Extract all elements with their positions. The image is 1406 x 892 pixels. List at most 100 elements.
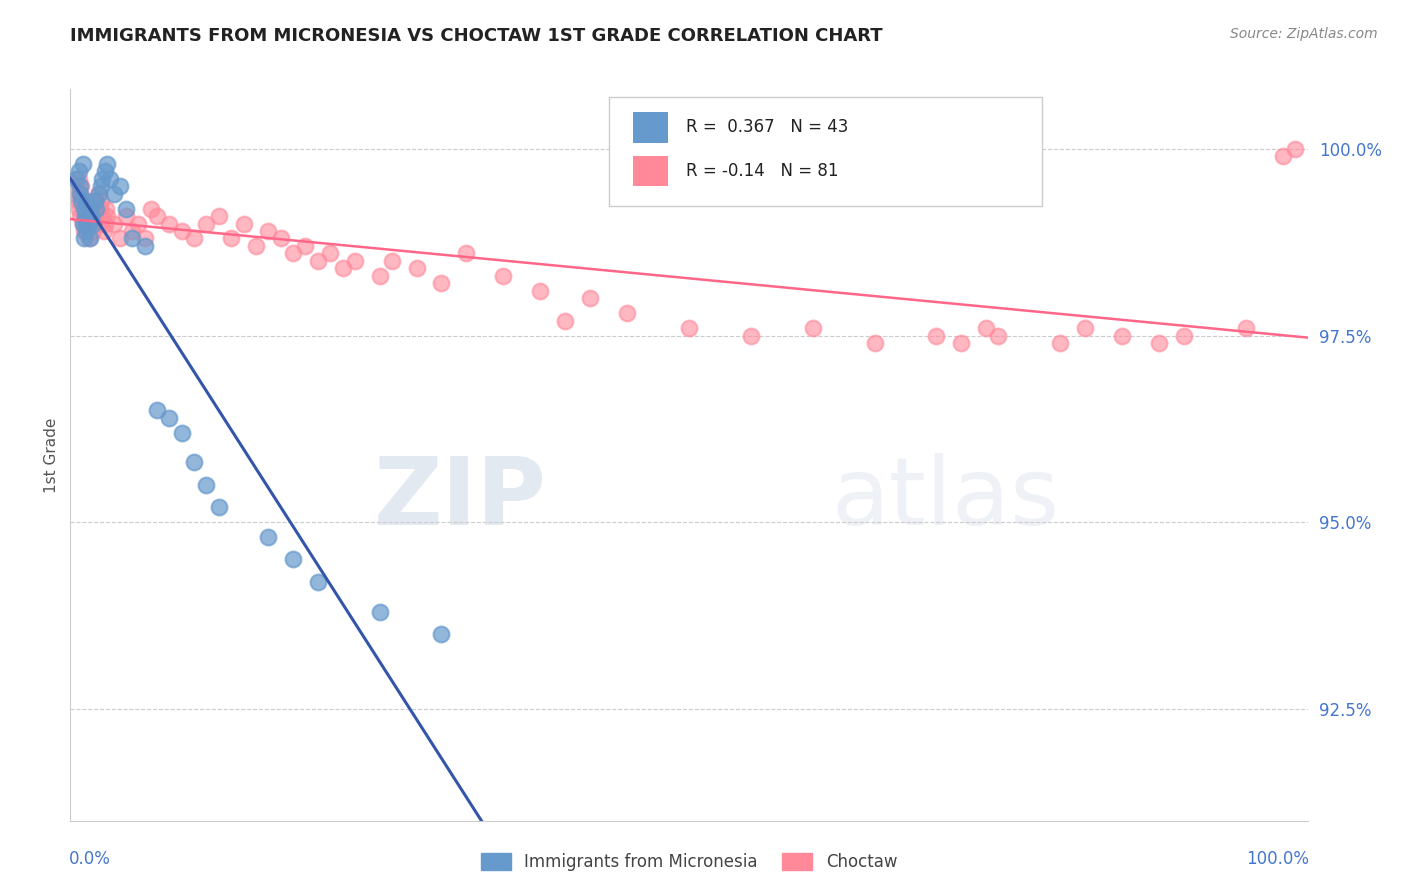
Point [146,209,169,223]
Point [332,261,354,276]
Point [69,186,91,201]
Point [430,277,453,291]
Point [579,291,602,305]
Point [70,194,93,209]
Point [381,253,404,268]
Point [134,239,156,253]
Point [84,194,107,209]
Point [208,209,231,223]
Point [170,425,193,440]
Point [66,194,89,209]
Point [368,268,391,283]
Point [170,224,193,238]
Point [96,209,118,223]
Point [83,202,105,216]
Point [183,231,205,245]
Point [740,328,762,343]
Point [84,194,107,209]
Point [76,209,98,223]
Point [616,306,638,320]
Point [134,231,156,245]
Point [115,202,138,216]
Point [1271,149,1294,163]
Point [281,552,304,566]
Point [281,246,304,260]
Point [69,186,91,201]
Point [1147,335,1170,350]
Point [89,202,111,216]
Point [72,217,94,231]
Point [294,239,316,253]
Point [98,171,121,186]
Legend: Immigrants from Micronesia, Choctaw: Immigrants from Micronesia, Choctaw [474,847,904,878]
Point [1111,328,1133,343]
Point [405,261,427,276]
Point [76,202,98,216]
Point [307,253,329,268]
Point [67,171,90,186]
Point [270,231,292,245]
Point [115,209,138,223]
Point [65,179,87,194]
Point [103,186,125,201]
Point [77,231,100,245]
Point [108,179,131,194]
Point [554,313,576,327]
Point [65,186,87,201]
Point [208,500,231,515]
Point [257,530,280,544]
Point [79,209,101,223]
Point [1284,142,1306,156]
Point [69,209,91,223]
Point [79,231,101,245]
Point [73,202,96,216]
Point [1234,321,1257,335]
Point [987,328,1010,343]
Point [87,217,110,231]
Point [1173,328,1195,343]
Point [146,403,169,417]
Point [232,217,254,231]
Point [430,627,453,641]
Point [80,209,103,223]
Point [195,477,218,491]
Point [94,217,117,231]
Point [73,224,96,238]
Point [863,335,886,350]
Point [950,335,973,350]
Point [69,179,91,194]
Point [801,321,824,335]
Point [87,186,110,201]
Point [84,209,107,223]
Point [75,217,97,231]
Point [91,171,114,186]
Point [75,217,97,231]
Point [91,209,114,223]
Point [319,246,342,260]
Text: R =  0.367   N = 43: R = 0.367 N = 43 [686,119,849,136]
Text: atlas: atlas [831,453,1060,545]
Point [127,217,149,231]
Point [70,179,93,194]
Point [456,246,478,260]
Point [96,157,118,171]
Point [925,328,948,343]
Point [84,202,107,216]
Point [103,217,125,231]
Point [974,321,997,335]
Point [96,202,118,216]
Point [75,224,97,238]
Point [86,186,108,201]
Point [257,224,280,238]
Text: R = -0.14   N = 81: R = -0.14 N = 81 [686,162,839,180]
Point [73,202,96,216]
Point [94,164,117,178]
Point [219,231,242,245]
Point [65,171,87,186]
FancyBboxPatch shape [633,112,668,143]
Text: ZIP: ZIP [374,453,547,545]
Point [77,217,100,231]
Point [183,455,205,469]
Point [368,605,391,619]
FancyBboxPatch shape [609,96,1042,206]
